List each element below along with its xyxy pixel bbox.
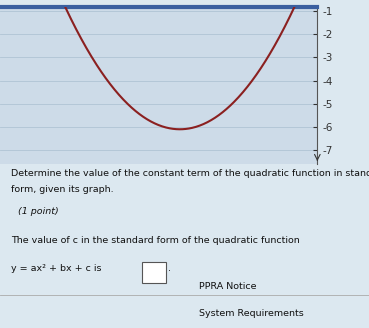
Text: form, given its graph.: form, given its graph. bbox=[11, 185, 114, 194]
FancyBboxPatch shape bbox=[142, 262, 166, 283]
Text: System Requirements: System Requirements bbox=[199, 309, 304, 318]
Text: .: . bbox=[168, 264, 171, 273]
Text: (1 point): (1 point) bbox=[18, 207, 59, 215]
Text: y = ax² + bx + c is: y = ax² + bx + c is bbox=[11, 264, 104, 273]
Text: The value of c in the standard form of the quadratic function: The value of c in the standard form of t… bbox=[11, 236, 300, 245]
Text: PPRA Notice: PPRA Notice bbox=[199, 282, 257, 291]
Text: Determine the value of the constant term of the quadratic function in standard: Determine the value of the constant term… bbox=[11, 169, 369, 178]
